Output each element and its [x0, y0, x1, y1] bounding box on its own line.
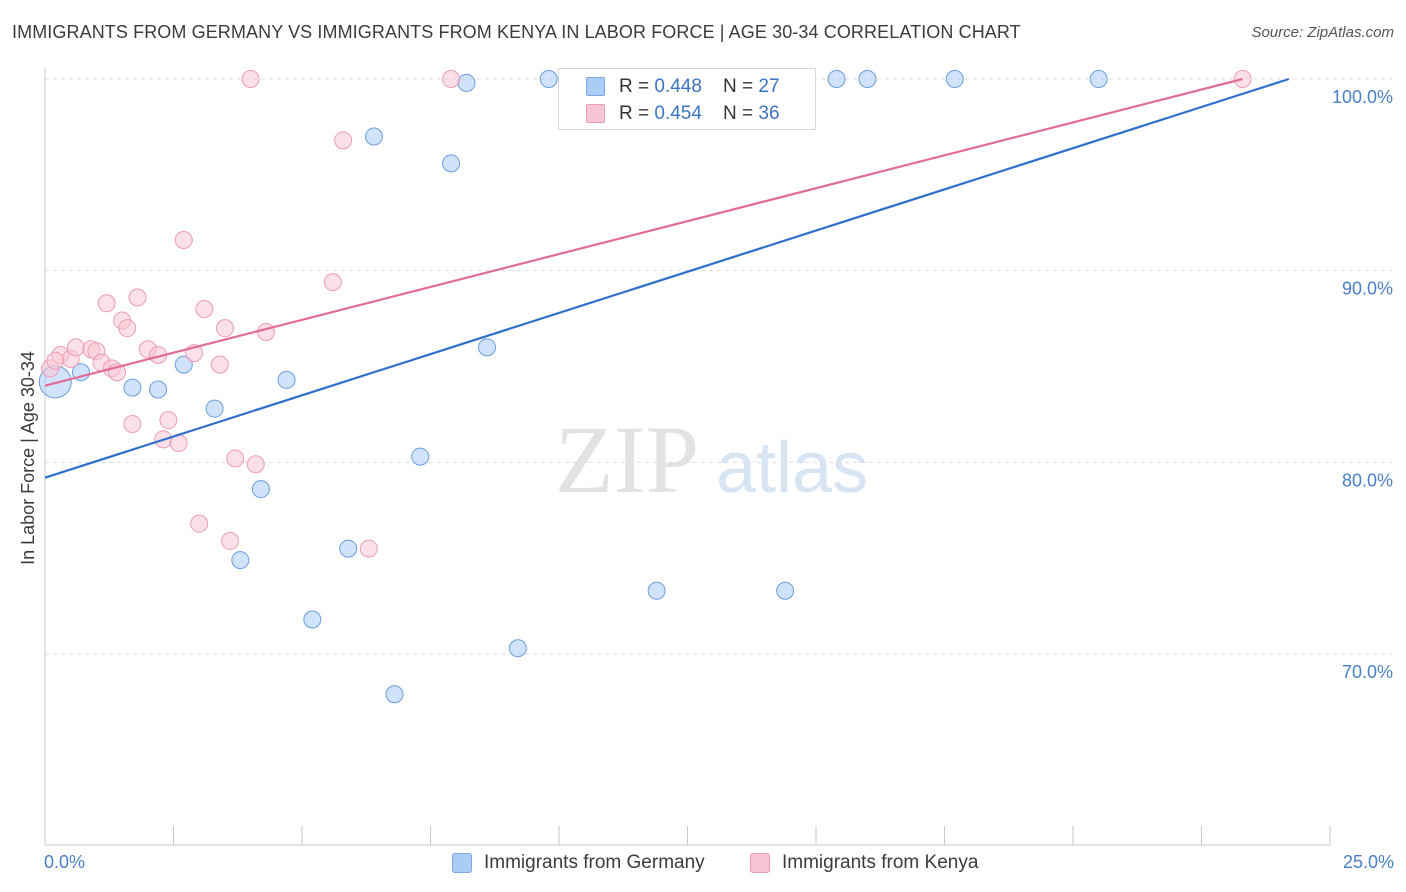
legend-item-kenya[interactable]: Immigrants from Kenya	[750, 852, 978, 874]
point-germany-9[interactable]	[303, 610, 322, 629]
point-germany-2[interactable]	[123, 378, 142, 397]
point-germany-22[interactable]	[827, 70, 846, 88]
point-germany-4[interactable]	[174, 355, 193, 374]
point-germany-13[interactable]	[411, 447, 430, 466]
point-kenya-21[interactable]	[190, 514, 209, 533]
point-germany-8[interactable]	[277, 370, 296, 389]
point-kenya-29[interactable]	[257, 323, 276, 341]
y-tick-label-3: 100.0%	[1332, 87, 1393, 107]
chart-source: Source: ZipAtlas.com	[1251, 24, 1394, 41]
trend-line-germany	[44, 77, 1290, 479]
point-germany-25[interactable]	[1089, 70, 1108, 88]
legend-label-germany: Immigrants from Germany	[484, 852, 705, 873]
point-kenya-24[interactable]	[215, 319, 234, 338]
axes	[44, 68, 1331, 846]
stats-n-label: N =	[723, 76, 759, 97]
y-tick-label-2: 90.0%	[1342, 279, 1393, 299]
point-kenya-13[interactable]	[128, 288, 147, 307]
watermark-zip: ZIP	[555, 406, 699, 513]
point-germany-24[interactable]	[945, 70, 964, 88]
stats-n-value: 27	[758, 76, 780, 97]
point-germany-23[interactable]	[858, 70, 877, 88]
stats-swatch-germany	[586, 77, 605, 96]
legend-swatch-kenya	[750, 853, 770, 873]
point-germany-14[interactable]	[442, 154, 461, 173]
point-germany-18[interactable]	[539, 70, 558, 88]
point-kenya-17[interactable]	[159, 411, 178, 430]
x-tick-label-max: 25.0%	[1342, 852, 1394, 872]
point-germany-3[interactable]	[149, 380, 168, 399]
point-kenya-3[interactable]	[66, 338, 85, 357]
legend-swatch-germany	[452, 853, 472, 873]
y-tick-label-0: 70.0%	[1342, 662, 1393, 682]
trend-line-kenya	[44, 77, 1243, 387]
point-kenya-35[interactable]	[46, 351, 65, 370]
point-germany-7[interactable]	[251, 480, 270, 499]
trend-lines	[44, 77, 1290, 479]
stats-n-label: N =	[723, 103, 759, 124]
grid-lines	[45, 78, 1392, 655]
point-germany-5[interactable]	[205, 399, 224, 418]
stats-r-value: 0.448	[654, 76, 702, 97]
x-tick-label-min: 0.0%	[44, 852, 86, 872]
y-tick-labels: 70.0% 80.0% 90.0% 100.0%	[1332, 87, 1393, 682]
point-kenya-23[interactable]	[210, 355, 229, 374]
stats-r-value: 0.454	[654, 103, 702, 124]
point-germany-21[interactable]	[776, 581, 795, 600]
point-germany-10[interactable]	[339, 539, 358, 558]
stats-swatch-kenya	[586, 104, 605, 123]
stats-r-label: R =	[619, 103, 655, 124]
point-kenya-22[interactable]	[195, 300, 214, 318]
point-kenya-12[interactable]	[123, 415, 142, 433]
point-germany-11[interactable]	[364, 127, 383, 146]
point-kenya-26[interactable]	[226, 449, 245, 468]
chart-title: IMMIGRANTS FROM GERMANY VS IMMIGRANTS FR…	[12, 22, 1021, 42]
legend-label-kenya: Immigrants from Kenya	[782, 852, 979, 873]
point-kenya-32[interactable]	[359, 539, 378, 558]
stats-r-label: R =	[619, 76, 655, 97]
point-kenya-28[interactable]	[246, 455, 265, 474]
stats-row-germany: R = 0.448 N = 27	[586, 74, 780, 100]
y-tick-label-1: 80.0%	[1342, 470, 1393, 490]
point-germany-12[interactable]	[385, 685, 404, 704]
point-kenya-7[interactable]	[97, 294, 116, 313]
point-germany-15[interactable]	[457, 73, 476, 92]
point-germany-17[interactable]	[508, 639, 527, 658]
watermark-atlas: atlas	[716, 428, 868, 508]
watermark: ZIP atlas	[555, 406, 868, 513]
point-kenya-31[interactable]	[334, 131, 353, 150]
point-germany-16[interactable]	[478, 338, 497, 357]
stats-row-kenya: R = 0.454 N = 36	[586, 101, 780, 127]
y-axis-label: In Labor Force | Age 30-34	[18, 351, 38, 565]
legend: Immigrants from Germany Immigrants from …	[0, 852, 1406, 878]
data-points	[38, 70, 1252, 704]
point-kenya-33[interactable]	[442, 70, 461, 88]
point-kenya-11[interactable]	[118, 319, 137, 338]
correlation-stats-box: R = 0.448 N = 27 R = 0.454 N = 36	[558, 68, 816, 130]
point-kenya-27[interactable]	[241, 70, 260, 88]
point-germany-6[interactable]	[231, 551, 250, 570]
stats-n-value: 36	[758, 103, 780, 124]
point-kenya-19[interactable]	[174, 231, 193, 249]
point-kenya-25[interactable]	[221, 531, 240, 550]
legend-item-germany[interactable]: Immigrants from Germany	[452, 852, 705, 874]
point-kenya-30[interactable]	[323, 273, 342, 292]
point-germany-20[interactable]	[647, 581, 666, 600]
